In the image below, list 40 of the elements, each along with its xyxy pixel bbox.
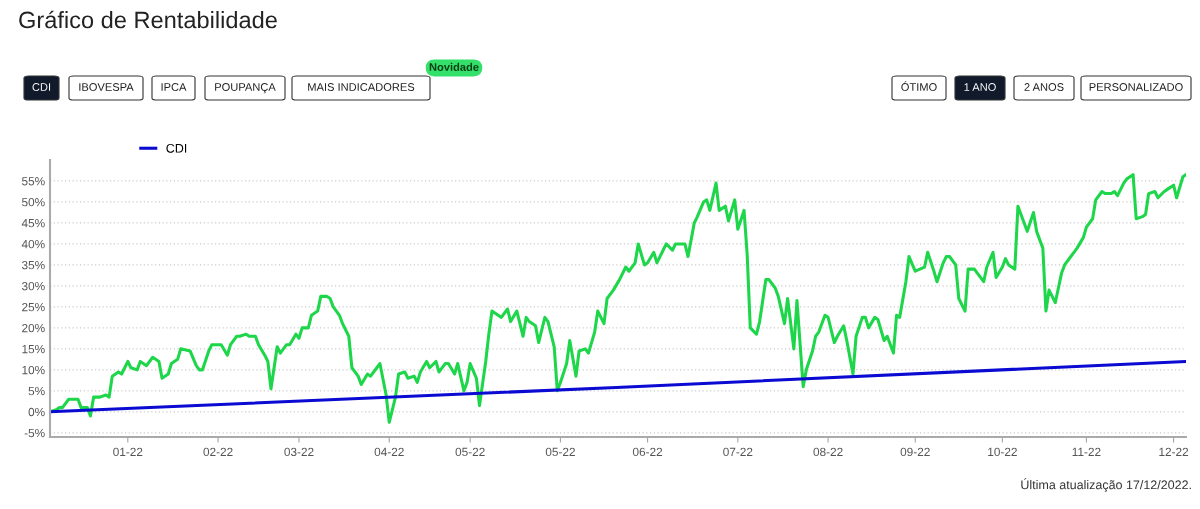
text: MAIS INDICADORES	[308, 83, 415, 91]
y-tick-label: 45%	[21, 219, 45, 228]
y-tick-label: -5%	[24, 428, 45, 438]
x-tick-label: 03-22	[284, 447, 314, 457]
x-tick-label: 06-22	[632, 447, 663, 457]
x-tick-label: 10-22	[988, 447, 1017, 457]
x-tick-label: 09-22	[900, 447, 930, 457]
x-tick-label: 07-22	[723, 447, 753, 457]
y-tick-label: 0%	[28, 407, 45, 417]
chart-title: Gráfico de Rentabilidade	[19, 10, 277, 29]
y-tick-label: 5%	[28, 386, 45, 396]
line-series	[50, 173, 1186, 424]
x-tick-label: 04-22	[374, 447, 404, 457]
x-tick-label: 05-22	[455, 447, 485, 457]
text: IBOVESPA	[79, 83, 134, 91]
text: CDI	[32, 83, 51, 91]
y-tick-label: 25%	[22, 302, 45, 312]
text: 1 ANO	[964, 83, 996, 91]
x-tick-label: 02-22	[203, 447, 233, 457]
x-tick-label: 01-22	[113, 447, 143, 457]
y-tick-label: 20%	[22, 323, 45, 333]
text: IPCA	[161, 83, 187, 91]
text: POUPANÇA	[215, 83, 276, 94]
y-tick-label: 10%	[22, 365, 45, 375]
legend-label: CDI	[166, 143, 187, 153]
y-tick-label: 30%	[21, 281, 45, 291]
y-tick-label: 40%	[21, 239, 45, 249]
x-tick-label: 11-22	[1072, 447, 1101, 456]
text: Última atualização 17/12/2022.	[1021, 478, 1191, 492]
y-tick-label: 15%	[22, 344, 45, 354]
y-tick-label: 50%	[21, 198, 45, 207]
y-tick-label: 55%	[21, 177, 45, 186]
y-tick-label: 35%	[21, 260, 45, 270]
x-tick-label: 12-22	[1159, 447, 1189, 456]
x-tick-label: 05-22	[545, 447, 575, 457]
text: ÓTIMO	[901, 81, 937, 91]
text: 2 ANOS	[1024, 83, 1064, 91]
text: Novidade	[429, 62, 479, 71]
text: PERSONALIZADO	[1089, 83, 1183, 91]
x-tick-label: 08-22	[813, 447, 843, 457]
